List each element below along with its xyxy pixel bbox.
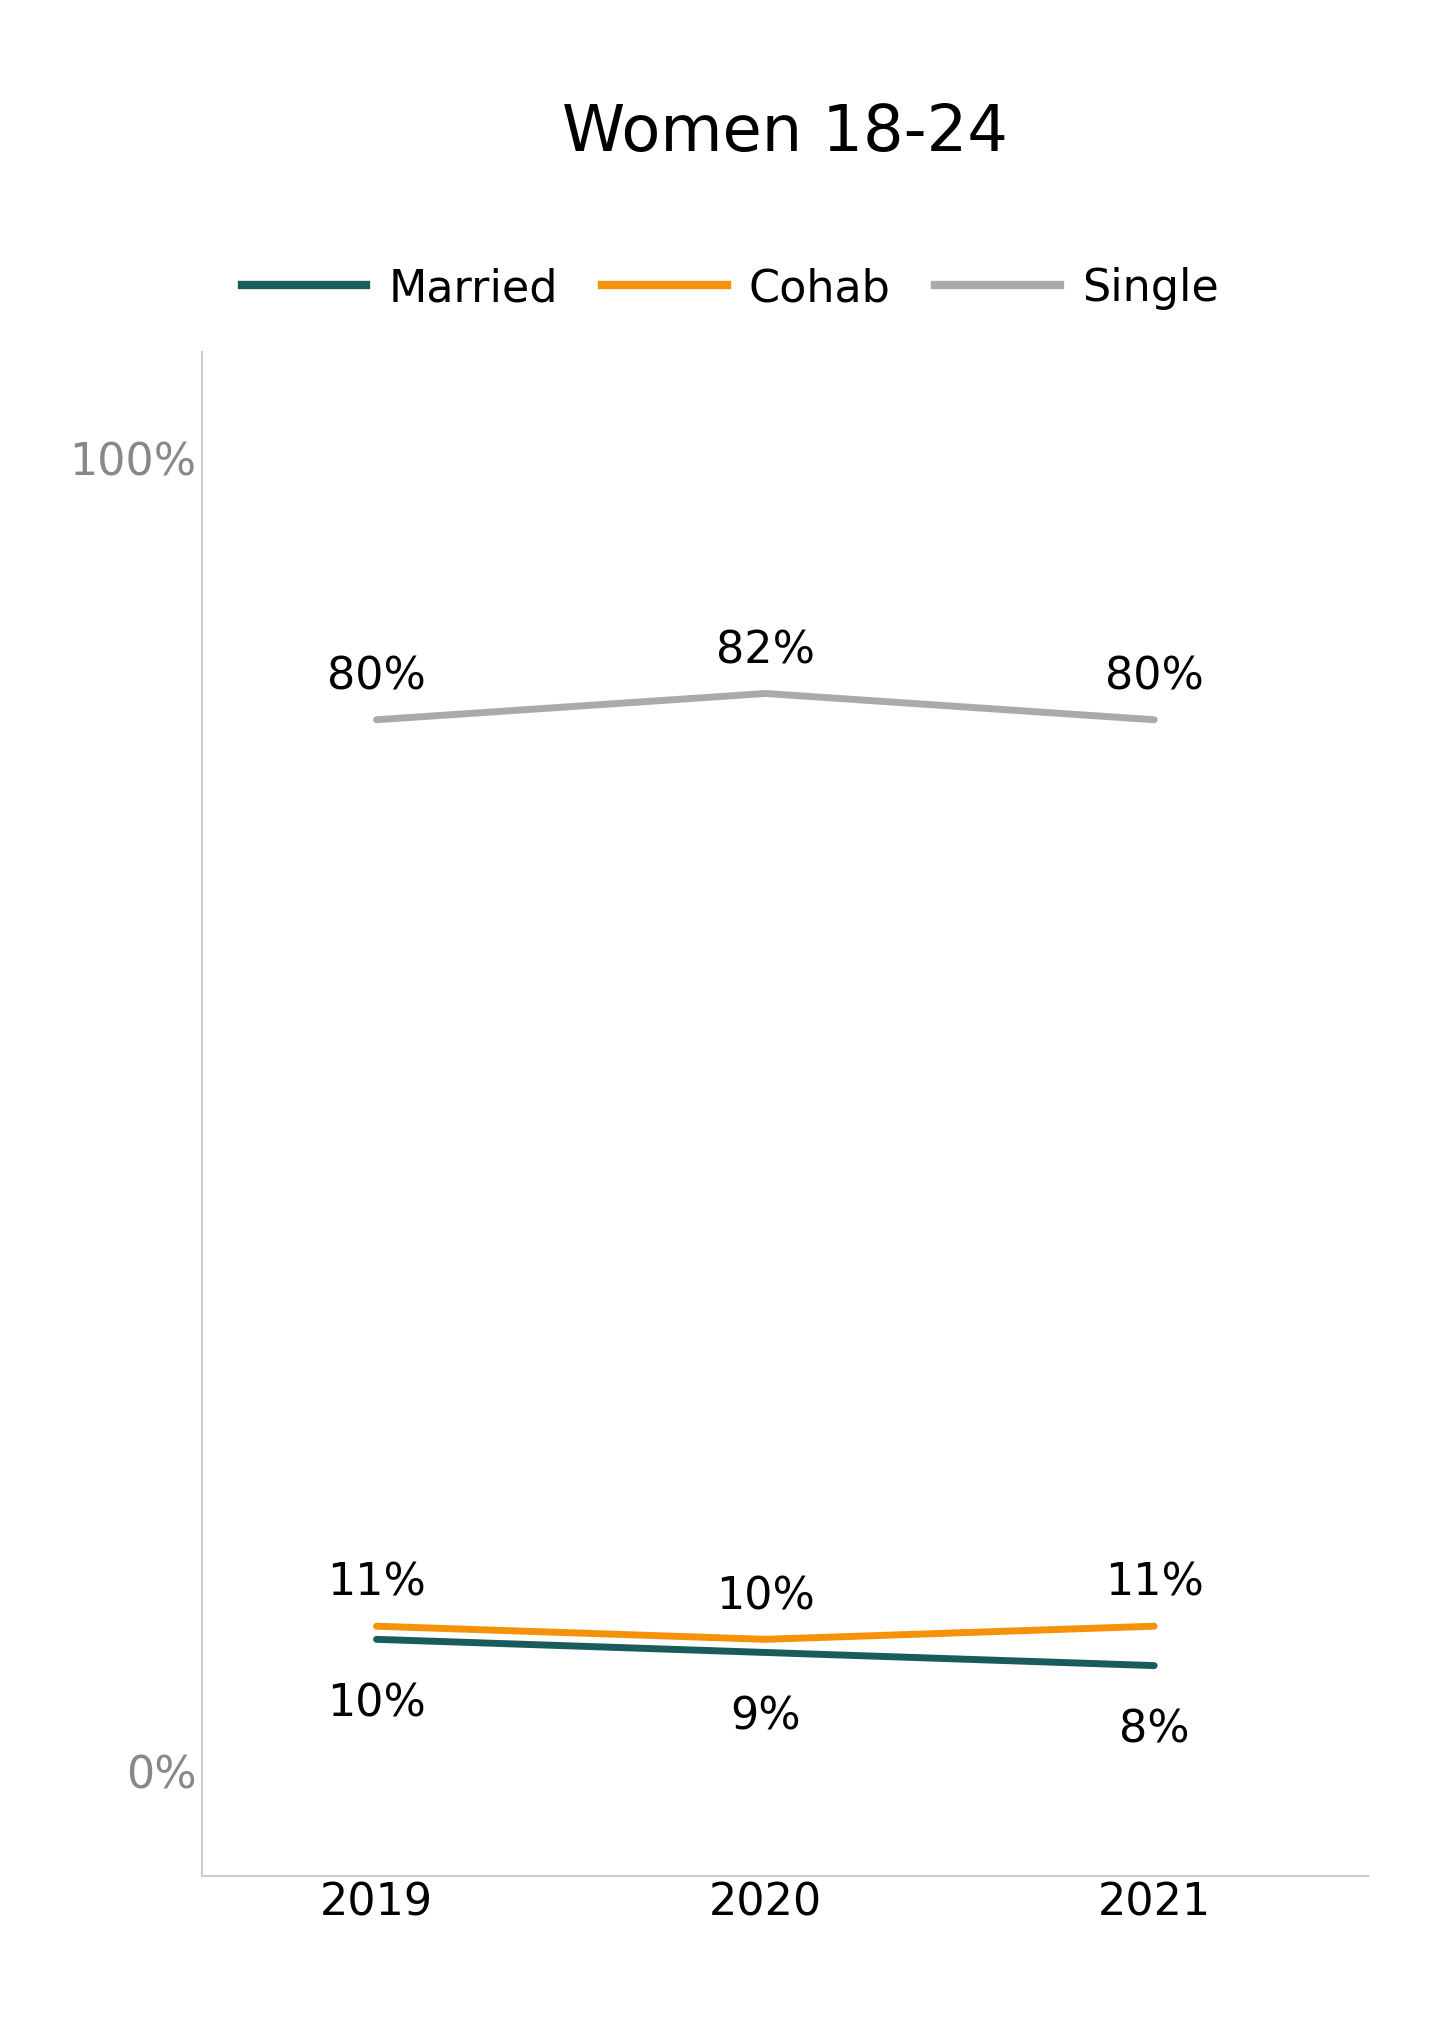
Text: 80%: 80%	[327, 655, 426, 697]
Text: 11%: 11%	[1104, 1562, 1204, 1605]
Text: Women 18-24: Women 18-24	[562, 102, 1008, 163]
Text: 10%: 10%	[327, 1682, 426, 1725]
Text: 80%: 80%	[1104, 655, 1204, 697]
Text: 9%: 9%	[730, 1694, 801, 1737]
Text: 11%: 11%	[327, 1562, 426, 1605]
Text: 10%: 10%	[716, 1574, 815, 1617]
Legend: Married, Cohab, Single: Married, Cohab, Single	[223, 249, 1237, 328]
Text: 82%: 82%	[716, 628, 815, 673]
Text: 8%: 8%	[1119, 1707, 1189, 1749]
